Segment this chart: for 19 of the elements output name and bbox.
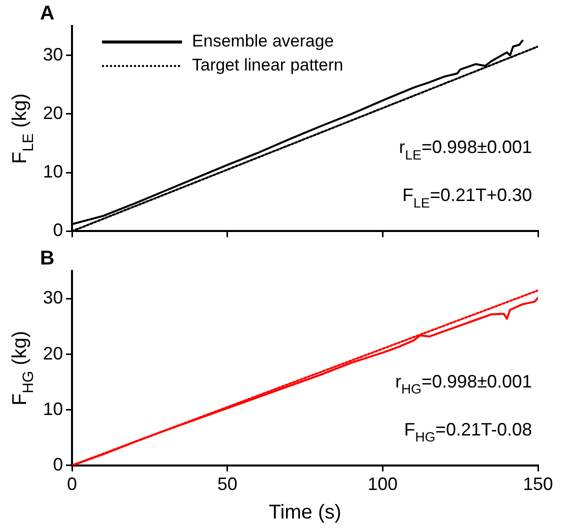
x-tick-label: 0 (67, 474, 78, 494)
x-tick-label: 50 (217, 474, 238, 494)
x-axis-title: Time (s) (268, 502, 342, 524)
chart-title: A (40, 2, 54, 25)
legend-label: Ensemble average (192, 32, 334, 51)
y-tick-label: 30 (42, 44, 64, 64)
y-tick-label: 10 (42, 162, 64, 182)
y-tick-label: 0 (53, 220, 64, 240)
legend-label: Target linear pattern (192, 56, 344, 75)
y-tick-label: 0 (53, 454, 64, 474)
x-tick-label: 150 (522, 474, 554, 494)
y-axis-title: FHG (kg) (9, 330, 37, 406)
y-tick-label: 20 (42, 343, 64, 364)
y-tick-label: 20 (42, 102, 64, 123)
chart-title: B (40, 248, 54, 270)
x-tick-label: 100 (368, 474, 398, 494)
y-tick-label: 30 (42, 288, 64, 308)
y-tick-label: 10 (42, 398, 64, 419)
y-axis-title: FLE (kg) (9, 93, 37, 164)
